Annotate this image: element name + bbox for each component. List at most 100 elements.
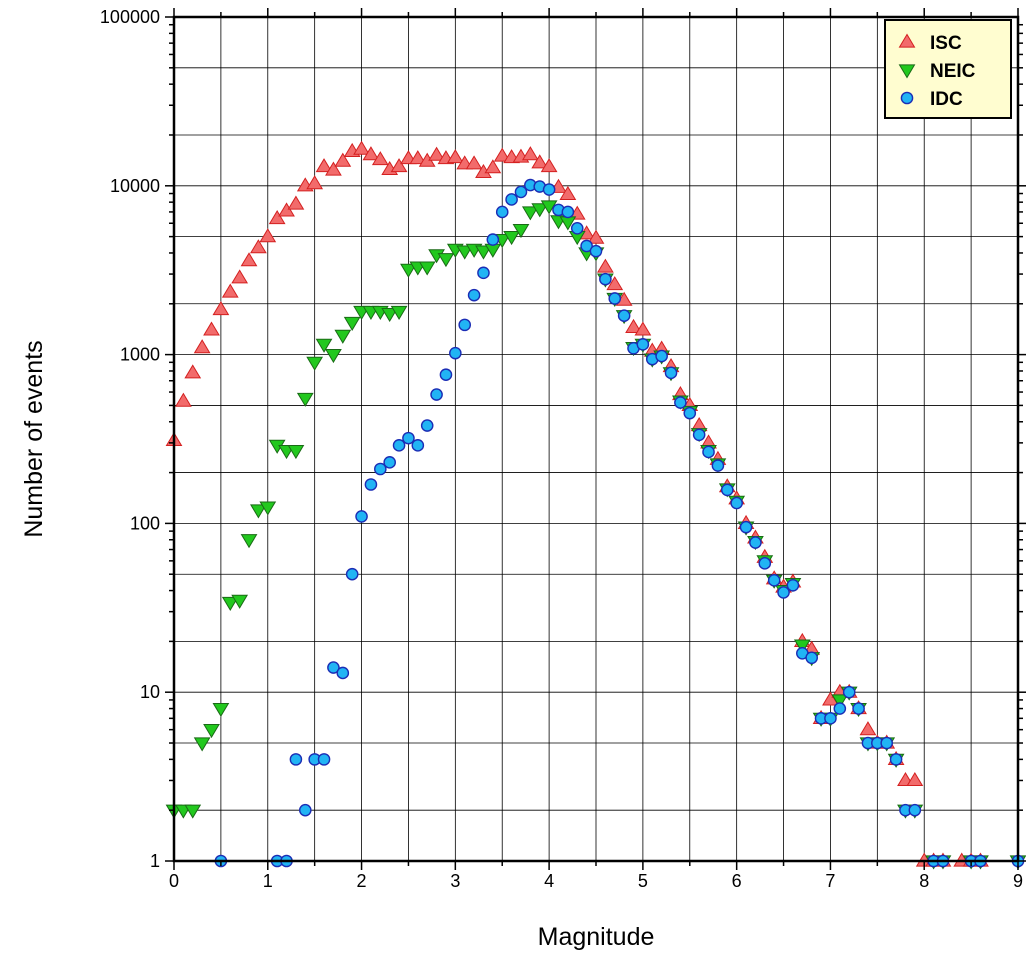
data-point-isc (484, 159, 502, 174)
data-point-idc (477, 266, 490, 280)
x-tick-label: 3 (450, 871, 460, 891)
data-point-idc (561, 205, 575, 219)
data-point-isc (212, 301, 230, 316)
axis-ticks (165, 8, 1026, 870)
data-point-neic (193, 737, 211, 752)
data-point-idc (664, 366, 678, 380)
data-point-isc (231, 269, 249, 284)
data-point-idc (908, 803, 922, 817)
data-point-neic (259, 501, 277, 516)
data-point-idc (392, 439, 406, 452)
data-point-isc (906, 771, 924, 787)
data-point-idc (824, 712, 837, 725)
data-point-neic (400, 263, 417, 278)
data-point-idc (852, 702, 865, 715)
data-point-neic (250, 504, 267, 519)
data-point-neic (475, 245, 492, 260)
y-tick-label: 1000 (120, 345, 160, 365)
data-point-isc (446, 149, 464, 164)
data-point-neic (521, 206, 539, 221)
data-point-isc (250, 239, 267, 254)
data-point-neic (793, 639, 811, 654)
data-point-isc (362, 146, 380, 161)
data-point-idc (833, 702, 847, 715)
data-point-isc (521, 146, 539, 161)
legend-label-idc: IDC (930, 89, 963, 110)
data-point-idc (655, 349, 668, 363)
x-tick-label: 1 (263, 871, 273, 891)
data-point-neic (512, 224, 530, 239)
data-point-idc (411, 439, 425, 452)
data-point-idc (542, 183, 556, 196)
legend: ISC NEIC IDC (884, 19, 1012, 119)
legend-marker-idc (900, 91, 914, 105)
data-point-idc (580, 239, 593, 253)
data-point-idc (786, 578, 800, 592)
data-point-idc (298, 803, 312, 817)
data-point-neic (231, 594, 249, 609)
data-point-isc (587, 229, 605, 244)
data-point-idc (495, 205, 509, 219)
legend-item-idc: IDC (900, 89, 963, 110)
data-point-neic (831, 694, 849, 709)
data-point-isc (315, 158, 333, 173)
data-point-idc (355, 510, 368, 523)
data-point-neic (221, 596, 239, 611)
data-point-isc (371, 151, 389, 166)
data-point-idc (720, 483, 734, 497)
data-point-neic (184, 804, 202, 819)
data-point-isc (859, 721, 877, 736)
data-point-idc (617, 309, 631, 323)
data-point-neic (315, 338, 333, 353)
data-point-idc (402, 431, 415, 445)
data-point-isc (278, 202, 295, 217)
data-point-neic (306, 356, 324, 371)
data-point-idc (702, 445, 715, 459)
data-point-isc (465, 155, 483, 170)
data-point-idc (467, 288, 481, 302)
series-isc (165, 140, 989, 867)
data-point-idc (683, 406, 697, 420)
data-point-isc (221, 283, 239, 298)
data-point-neic (240, 534, 258, 549)
data-point-idc (739, 520, 753, 534)
y-tick-label: 100 (130, 513, 160, 533)
data-point-neic (334, 329, 352, 344)
data-point-neic (296, 392, 314, 407)
data-point-idc (589, 244, 603, 258)
data-point-idc (608, 292, 622, 305)
data-point-idc (570, 222, 584, 235)
data-point-idc (758, 557, 772, 570)
data-point-idc (449, 346, 462, 360)
data-point-isc (493, 147, 511, 162)
data-point-isc (203, 321, 220, 336)
data-point-idc (430, 388, 443, 401)
data-point-neic (418, 261, 436, 276)
data-point-neic (343, 316, 361, 331)
data-point-idc (327, 661, 340, 674)
data-point-isc (353, 140, 370, 155)
data-point-neic (437, 253, 455, 268)
data-point-idc (458, 318, 472, 332)
data-point-idc (730, 496, 743, 510)
y-tick-label: 10000 (110, 176, 160, 196)
data-point-isc (325, 161, 342, 176)
data-point-neic (390, 305, 408, 320)
data-point-neic (325, 349, 342, 364)
x-axis-label: Magnitude (538, 923, 655, 951)
y-tick-label: 10 (140, 682, 160, 702)
data-point-isc (559, 185, 577, 200)
y-tick-labels: 1 10 100 1000 10000 100000 (100, 7, 160, 871)
data-point-isc (390, 158, 408, 173)
y-axis-label: Number of events (20, 340, 48, 537)
data-point-idc (420, 419, 434, 432)
series-idc (214, 178, 1025, 868)
data-point-isc (287, 195, 305, 210)
data-point-idc (317, 753, 331, 766)
x-tick-label: 0 (169, 871, 179, 891)
x-tick-label: 8 (919, 871, 929, 891)
data-point-isc (268, 210, 286, 225)
legend-item-neic: NEIC (898, 61, 976, 82)
data-points (165, 140, 1026, 870)
